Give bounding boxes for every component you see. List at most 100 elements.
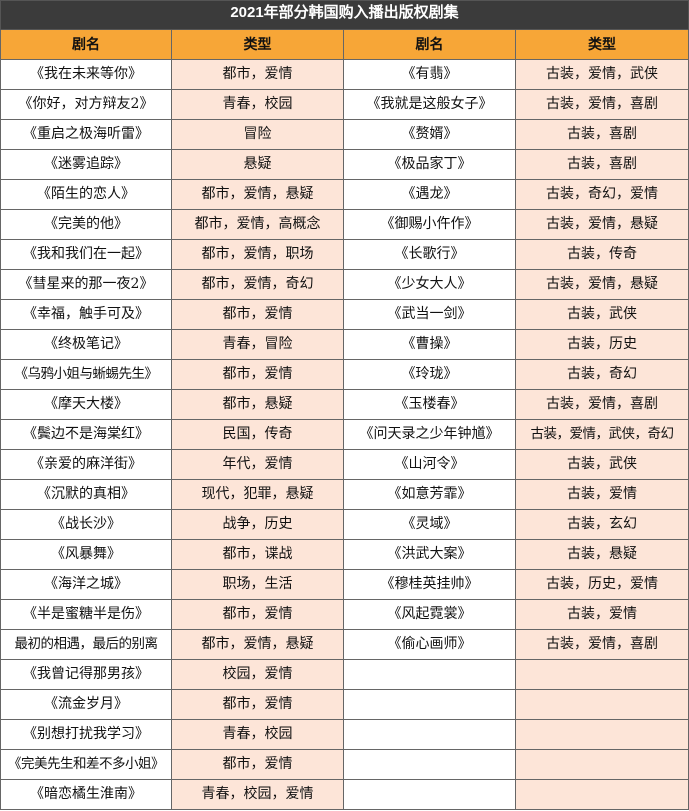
drama-name: 《重启之极海听雷》: [0, 120, 172, 150]
drama-name: 《玲珑》: [344, 360, 516, 390]
empty-cell: [516, 720, 689, 750]
drama-genre: 青春，校园: [172, 90, 344, 120]
table-row: 《亲爱的麻洋街》 年代，爱情 《山河令》 古装，武侠: [0, 450, 689, 480]
drama-name: 《我就是这般女子》: [344, 90, 516, 120]
drama-name: 《摩天大楼》: [0, 390, 172, 420]
table-row: 《战长沙》 战争，历史 《灵域》 古装，玄幻: [0, 510, 689, 540]
drama-genre: 古装，喜剧: [516, 120, 689, 150]
drama-genre: 古装，历史，爱情: [516, 570, 689, 600]
table-row: 《沉默的真相》 现代，犯罪，悬疑 《如意芳霏》 古装，爱情: [0, 480, 689, 510]
table-body: 《我在未来等你》 都市，爱情 《有翡》 古装，爱情，武侠 《你好，对方辩友2》 青春，校园…: [0, 60, 689, 810]
drama-name: 《海洋之城》: [0, 570, 172, 600]
drama-genre: 都市，悬疑: [172, 390, 344, 420]
column-header: 类型: [172, 30, 344, 60]
drama-name: 《极品家丁》: [344, 150, 516, 180]
drama-name: 《少女大人》: [344, 270, 516, 300]
table-row: 《你好，对方辩友2》 青春，校园 《我就是这般女子》 古装，爱情，喜剧: [0, 90, 689, 120]
drama-genre: 都市，爱情: [172, 690, 344, 720]
table-row: 《半是蜜糖半是伤》 都市，爱情 《风起霓裳》 古装，爱情: [0, 600, 689, 630]
table-row: 《流金岁月》 都市，爱情: [0, 690, 689, 720]
drama-genre: 古装，爱情: [516, 480, 689, 510]
drama-name: 《长歌行》: [344, 240, 516, 270]
drama-genre: 青春，校园，爱情: [172, 780, 344, 810]
drama-genre: 古装，爱情，悬疑: [516, 270, 689, 300]
drama-name: 《玉楼春》: [344, 390, 516, 420]
empty-cell: [516, 690, 689, 720]
drama-name: 《亲爱的麻洋街》: [0, 450, 172, 480]
drama-genre: 古装，玄幻: [516, 510, 689, 540]
drama-name: 《暗恋橘生淮南》: [0, 780, 172, 810]
drama-name: 《武当一剑》: [344, 300, 516, 330]
drama-genre: 都市，爱情: [172, 600, 344, 630]
column-header: 剧名: [344, 30, 516, 60]
empty-cell: [516, 660, 689, 690]
table-row: 《迷雾追踪》 悬疑 《极品家丁》 古装，喜剧: [0, 150, 689, 180]
drama-name: 《完美的他》: [0, 210, 172, 240]
empty-cell: [344, 780, 516, 810]
drama-genre: 古装，悬疑: [516, 540, 689, 570]
drama-name: 《御赐小仵作》: [344, 210, 516, 240]
drama-name: 《山河令》: [344, 450, 516, 480]
drama-genre: 战争，历史: [172, 510, 344, 540]
drama-genre: 都市，爱情，职场: [172, 240, 344, 270]
drama-name: 《终极笔记》: [0, 330, 172, 360]
drama-name: 《幸福，触手可及》: [0, 300, 172, 330]
drama-genre: 都市，爱情: [172, 360, 344, 390]
drama-name: 《半是蜜糖半是伤》: [0, 600, 172, 630]
drama-name: 《我曾记得那男孩》: [0, 660, 172, 690]
table-row: 《乌鸦小姐与蜥蜴先生》 都市，爱情 《玲珑》 古装，奇幻: [0, 360, 689, 390]
drama-name: 《风暴舞》: [0, 540, 172, 570]
table-row: 《终极笔记》 青春，冒险 《曹操》 古装，历史: [0, 330, 689, 360]
drama-genre: 青春，冒险: [172, 330, 344, 360]
drama-genre: 古装，传奇: [516, 240, 689, 270]
drama-name: 《陌生的恋人》: [0, 180, 172, 210]
drama-genre: 现代，犯罪，悬疑: [172, 480, 344, 510]
drama-genre: 古装，奇幻，爱情: [516, 180, 689, 210]
table-row: 《我和我们在一起》 都市，爱情，职场 《长歌行》 古装，传奇: [0, 240, 689, 270]
drama-genre: 都市，爱情: [172, 750, 344, 780]
table-row: 《彗星来的那一夜2》 都市，爱情，奇幻 《少女大人》 古装，爱情，悬疑: [0, 270, 689, 300]
empty-cell: [516, 780, 689, 810]
drama-name: 《迷雾追踪》: [0, 150, 172, 180]
drama-genre: 都市，爱情: [172, 300, 344, 330]
empty-cell: [344, 690, 516, 720]
drama-genre: 古装，爱情，喜剧: [516, 390, 689, 420]
drama-genre: 古装，武侠: [516, 450, 689, 480]
table-row: 《幸福，触手可及》 都市，爱情 《武当一剑》 古装，武侠: [0, 300, 689, 330]
drama-genre: 古装，爱情，悬疑: [516, 210, 689, 240]
empty-cell: [344, 750, 516, 780]
empty-cell: [344, 720, 516, 750]
table-row: 《鬓边不是海棠红》 民国，传奇 《问天录之少年钟馗》 古装，爱情，武侠，奇幻: [0, 420, 689, 450]
drama-genre: 都市，爱情，奇幻: [172, 270, 344, 300]
drama-genre: 民国，传奇: [172, 420, 344, 450]
drama-genre: 古装，武侠: [516, 300, 689, 330]
drama-name: 《我和我们在一起》: [0, 240, 172, 270]
table-row: 《风暴舞》 都市，谍战 《洪武大案》 古装，悬疑: [0, 540, 689, 570]
drama-name: 《你好，对方辩友2》: [0, 90, 172, 120]
drama-name: 《战长沙》: [0, 510, 172, 540]
drama-name: 《乌鸦小姐与蜥蜴先生》: [0, 360, 172, 390]
table-title: 2021年部分韩国购入播出版权剧集: [0, 0, 689, 30]
drama-genre: 年代，爱情: [172, 450, 344, 480]
drama-genre: 都市，爱情，悬疑: [172, 180, 344, 210]
drama-name: 最初的相遇，最后的别离: [0, 630, 172, 660]
drama-name: 《风起霓裳》: [344, 600, 516, 630]
drama-genre: 都市，爱情，悬疑: [172, 630, 344, 660]
table-row: 《重启之极海听雷》 冒险 《赘婿》 古装，喜剧: [0, 120, 689, 150]
header-row: 剧名 类型 剧名 类型: [0, 30, 689, 60]
drama-name: 《问天录之少年钟馗》: [344, 420, 516, 450]
drama-genre: 青春，校园: [172, 720, 344, 750]
drama-name: 《赘婿》: [344, 120, 516, 150]
table-row: 《我在未来等你》 都市，爱情 《有翡》 古装，爱情，武侠: [0, 60, 689, 90]
column-header: 类型: [516, 30, 689, 60]
table-row: 《陌生的恋人》 都市，爱情，悬疑 《遇龙》 古装，奇幻，爱情: [0, 180, 689, 210]
drama-genre: 古装，爱情: [516, 600, 689, 630]
drama-name: 《灵域》: [344, 510, 516, 540]
drama-genre: 古装，历史: [516, 330, 689, 360]
drama-name: 《彗星来的那一夜2》: [0, 270, 172, 300]
drama-name: 《如意芳霏》: [344, 480, 516, 510]
drama-genre: 校园，爱情: [172, 660, 344, 690]
drama-genre: 古装，奇幻: [516, 360, 689, 390]
drama-name: 《鬓边不是海棠红》: [0, 420, 172, 450]
